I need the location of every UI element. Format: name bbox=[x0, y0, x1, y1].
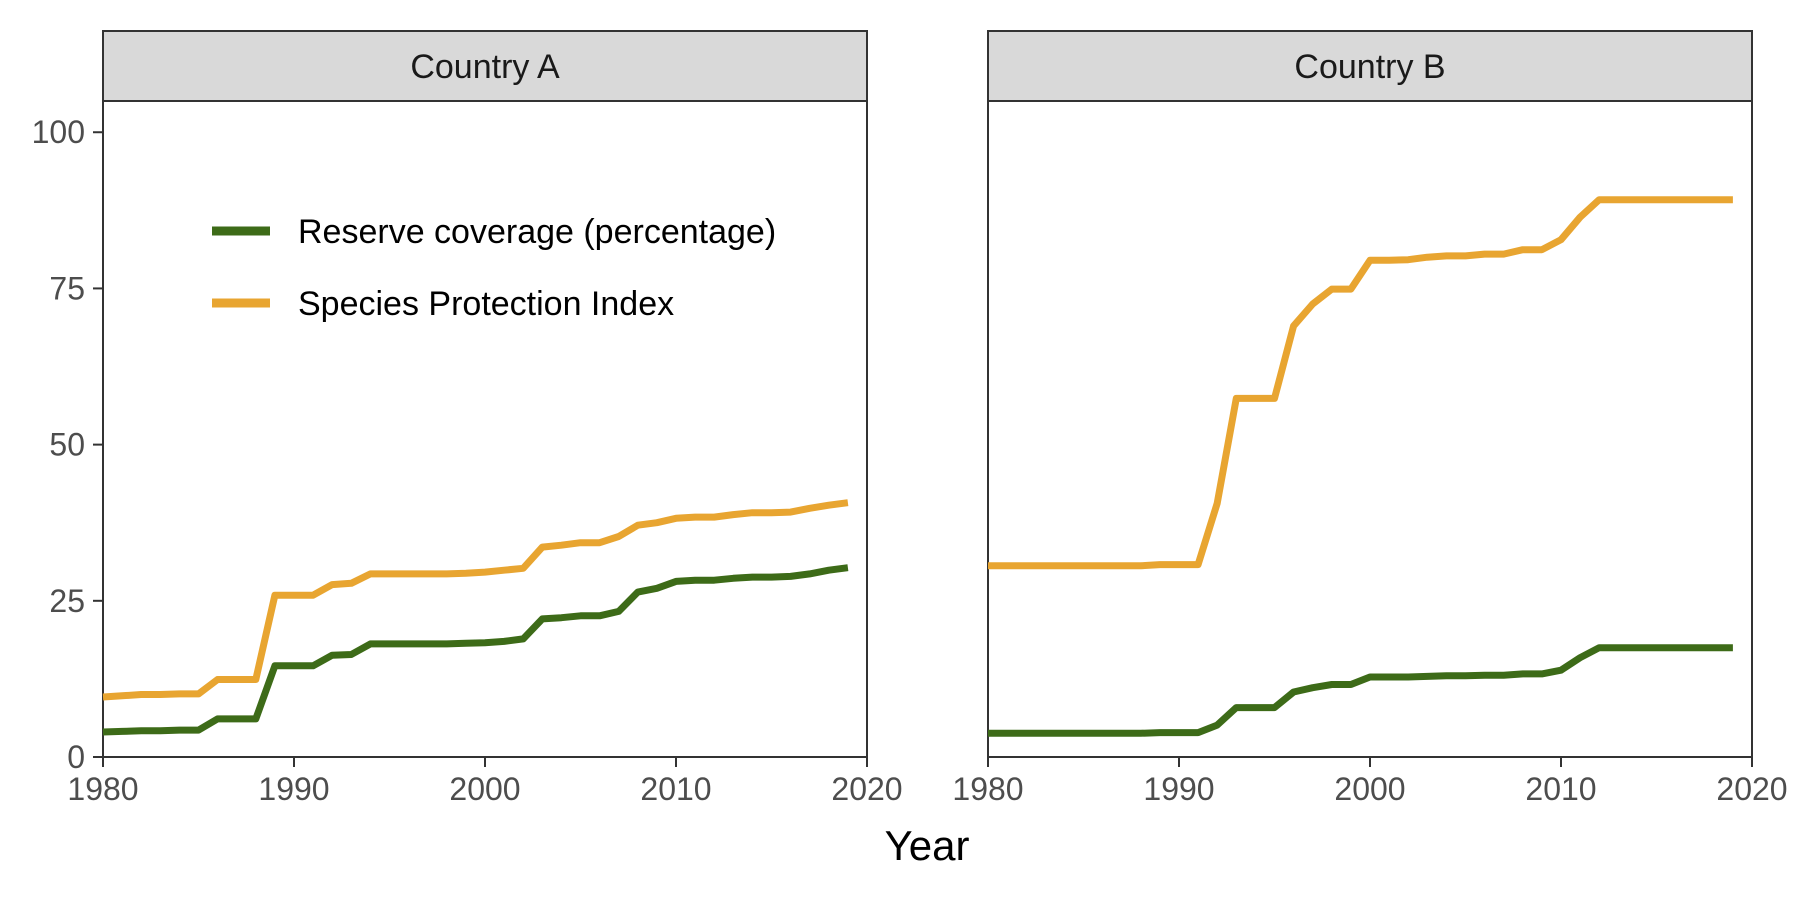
x-tick-label: 2000 bbox=[449, 771, 520, 807]
plot-area bbox=[102, 100, 868, 758]
x-axis-title: Year bbox=[885, 822, 970, 869]
panel-country-b: Country B 1980 1990 2000 2010 2020 bbox=[952, 30, 1788, 807]
panel-country-a: Country A 0 25 50 75 100 1980 1990 2000 2010 202… bbox=[32, 30, 903, 807]
y-tick-label: 75 bbox=[49, 270, 85, 306]
legend-label-species-protection-index: Species Protection Index bbox=[298, 285, 674, 323]
x-axis: 1980 1990 2000 2010 2020 bbox=[952, 757, 1788, 807]
panel-strip bbox=[987, 30, 1753, 102]
series-lines bbox=[102, 499, 849, 736]
x-tick-label: 2010 bbox=[1525, 771, 1596, 807]
x-tick-label: 1990 bbox=[1143, 771, 1214, 807]
x-tick-label: 2000 bbox=[1334, 771, 1405, 807]
x-tick-label: 2020 bbox=[831, 771, 902, 807]
x-tick-label: 2010 bbox=[640, 771, 711, 807]
x-tick-label: 1980 bbox=[67, 771, 138, 807]
series-lines bbox=[988, 196, 1733, 737]
y-tick-label: 25 bbox=[49, 583, 85, 619]
y-axis: 0 25 50 75 100 bbox=[32, 114, 103, 775]
series-line-reserve-coverage-percentage bbox=[102, 564, 849, 736]
panel-strip bbox=[102, 30, 868, 102]
y-tick-label: 0 bbox=[67, 739, 85, 775]
series-line-species-protection-index bbox=[102, 499, 849, 701]
panel-title: Country A bbox=[410, 48, 560, 86]
x-tick-label: 2020 bbox=[1716, 771, 1787, 807]
x-axis: 1980 1990 2000 2010 2020 bbox=[67, 757, 903, 807]
y-tick-label: 100 bbox=[32, 114, 85, 150]
legend-label-reserve-coverage: Reserve coverage (percentage) bbox=[298, 213, 776, 251]
x-tick-label: 1990 bbox=[258, 771, 329, 807]
legend: Reserve coverage (percentage) Species Pr… bbox=[212, 213, 776, 323]
series-line-species-protection-index bbox=[988, 196, 1733, 570]
x-tick-label: 1980 bbox=[952, 771, 1023, 807]
series-line-reserve-coverage-percentage bbox=[988, 644, 1733, 737]
panel-title: Country B bbox=[1294, 48, 1445, 86]
y-tick-label: 50 bbox=[49, 427, 85, 463]
